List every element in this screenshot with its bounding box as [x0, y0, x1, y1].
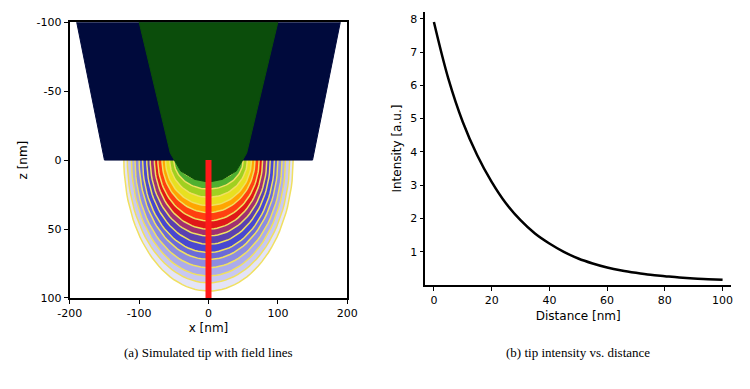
- svg-text:100: 100: [267, 307, 288, 320]
- svg-text:(a) Simulated tip with field l: (a) Simulated tip with field lines: [124, 345, 293, 360]
- svg-text:1: 1: [410, 246, 417, 259]
- svg-text:6: 6: [410, 79, 417, 92]
- svg-text:x [nm]: x [nm]: [189, 321, 229, 335]
- svg-text:Intensity [a.u.]: Intensity [a.u.]: [390, 105, 404, 193]
- svg-text:0: 0: [205, 307, 212, 320]
- svg-text:7: 7: [410, 46, 417, 59]
- svg-text:80: 80: [658, 294, 672, 307]
- svg-text:Distance [nm]: Distance [nm]: [536, 309, 621, 323]
- svg-text:4: 4: [410, 146, 417, 159]
- svg-text:-100: -100: [127, 307, 152, 320]
- svg-text:0: 0: [430, 294, 437, 307]
- svg-text:200: 200: [337, 307, 358, 320]
- svg-text:50: 50: [48, 223, 62, 236]
- svg-text:-200: -200: [57, 307, 82, 320]
- svg-text:-100: -100: [37, 16, 62, 29]
- svg-text:20: 20: [485, 294, 499, 307]
- svg-text:z [nm]: z [nm]: [16, 141, 30, 180]
- svg-text:40: 40: [542, 294, 556, 307]
- svg-text:-50: -50: [44, 85, 62, 98]
- svg-text:0: 0: [55, 154, 62, 167]
- svg-text:60: 60: [600, 294, 614, 307]
- svg-text:100: 100: [712, 294, 733, 307]
- svg-text:(b) tip intensity vs. distance: (b) tip intensity vs. distance: [506, 345, 650, 360]
- svg-text:2: 2: [410, 212, 417, 225]
- svg-text:8: 8: [410, 13, 417, 26]
- svg-text:3: 3: [410, 179, 417, 192]
- svg-text:5: 5: [410, 112, 417, 125]
- svg-text:100: 100: [41, 292, 62, 305]
